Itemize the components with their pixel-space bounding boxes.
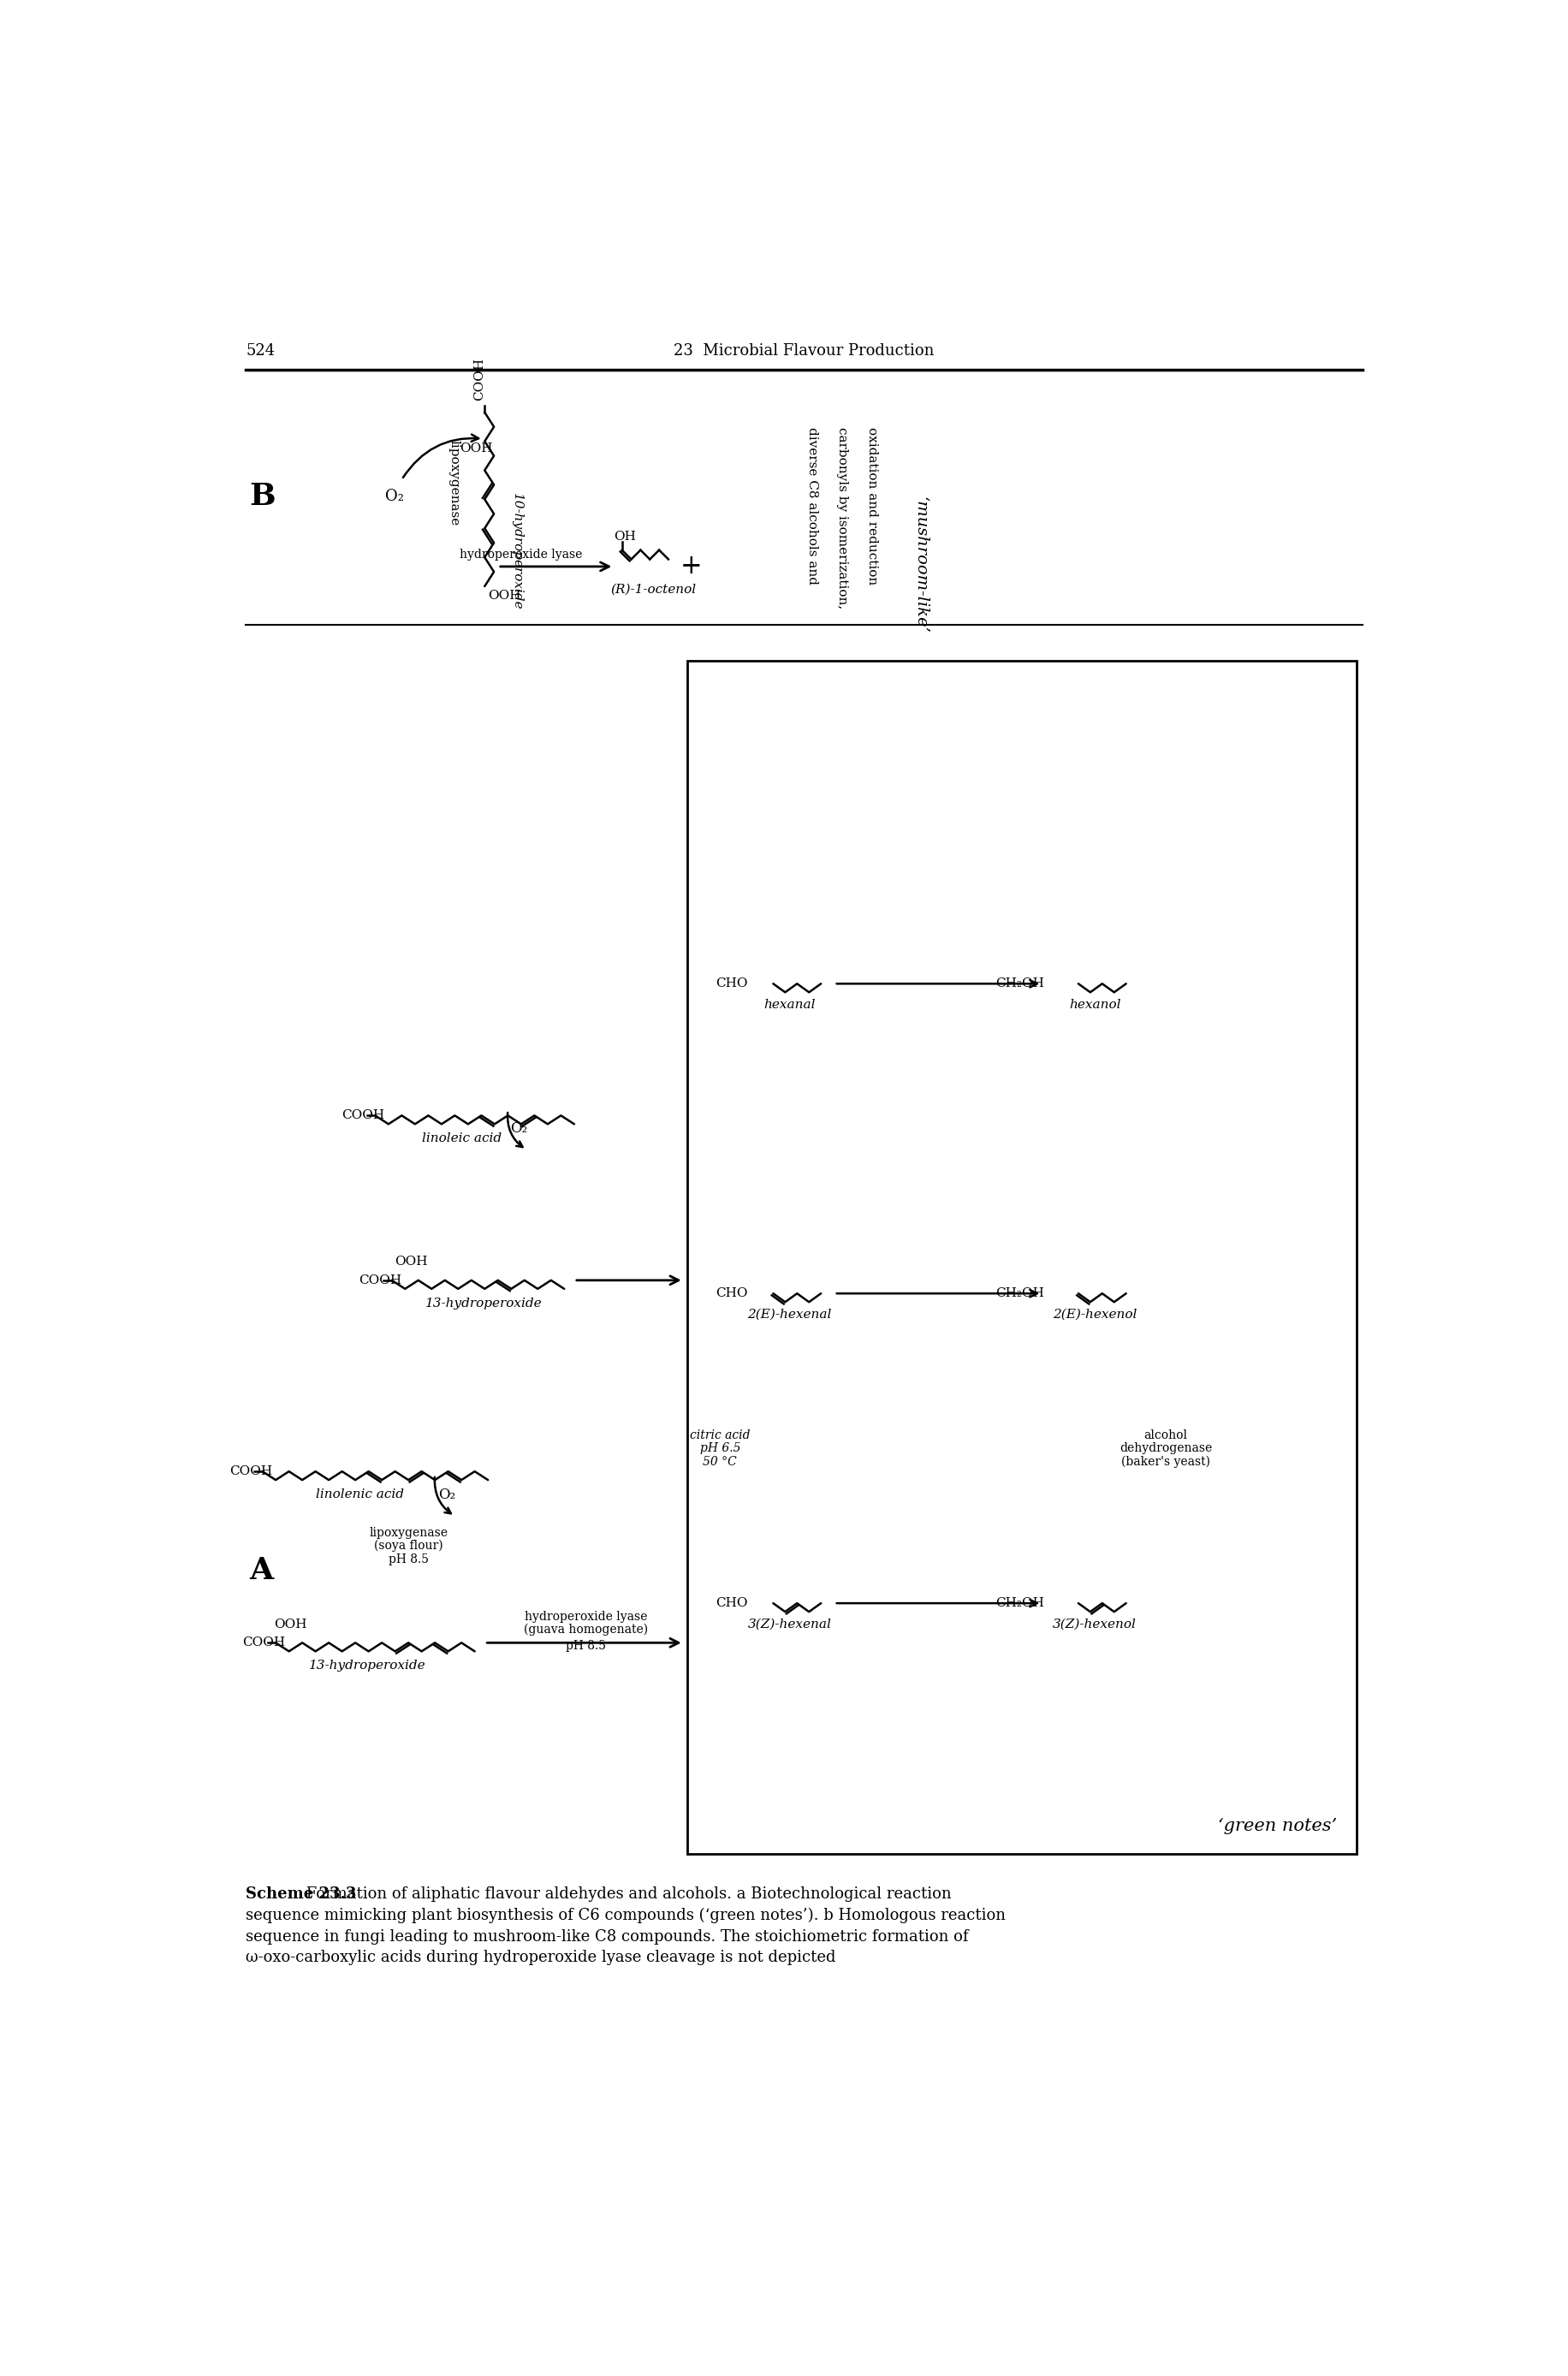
Text: ‘green notes’: ‘green notes’: [1217, 1818, 1336, 1834]
Text: CHO: CHO: [715, 1288, 748, 1300]
Text: O₂: O₂: [510, 1121, 527, 1136]
Text: hydroperoxide lyase: hydroperoxide lyase: [459, 549, 582, 561]
Text: (R)-1-octenol: (R)-1-octenol: [610, 584, 696, 596]
Text: CHO: CHO: [715, 977, 748, 991]
Text: lipoxygenase: lipoxygenase: [448, 440, 459, 525]
Text: 13-hydroperoxide: 13-hydroperoxide: [425, 1297, 541, 1309]
Text: CH₂OH: CH₂OH: [994, 1288, 1043, 1300]
Text: alcohol: alcohol: [1143, 1430, 1187, 1442]
Text: ‘mushroom-like’: ‘mushroom-like’: [913, 497, 927, 632]
Text: 524: 524: [246, 342, 274, 359]
Text: (soya flour): (soya flour): [373, 1540, 442, 1552]
Text: OH: OH: [613, 530, 635, 542]
Text: 50 °C: 50 °C: [702, 1456, 737, 1468]
Bar: [687, 661, 1356, 1853]
Text: 13-hydroperoxide: 13-hydroperoxide: [309, 1661, 425, 1673]
Text: linolenic acid: linolenic acid: [315, 1487, 403, 1502]
Text: 23  Microbial Flavour Production: 23 Microbial Flavour Production: [673, 342, 933, 359]
Text: (baker's yeast): (baker's yeast): [1121, 1456, 1210, 1468]
Text: B: B: [249, 482, 276, 511]
Text: sequence mimicking plant biosynthesis of C6 compounds (‘green notes’). b Homolog: sequence mimicking plant biosynthesis of…: [246, 1908, 1005, 1922]
Text: pH 6.5: pH 6.5: [699, 1442, 740, 1454]
Text: linoleic acid: linoleic acid: [422, 1133, 502, 1145]
Text: OOH: OOH: [488, 589, 521, 601]
Text: hexanol: hexanol: [1068, 998, 1120, 1010]
Text: 2(E)-hexenal: 2(E)-hexenal: [748, 1309, 831, 1321]
Text: 3(Z)-hexenal: 3(Z)-hexenal: [748, 1618, 831, 1630]
Text: carbonyls by isomerization,: carbonyls by isomerization,: [836, 428, 848, 608]
Text: oxidation and reduction: oxidation and reduction: [866, 428, 878, 584]
Text: OOH: OOH: [395, 1257, 428, 1269]
Text: 2(E)-hexenol: 2(E)-hexenol: [1052, 1309, 1137, 1321]
Text: 10-hydroperoxide: 10-hydroperoxide: [511, 492, 522, 611]
Text: hexanal: hexanal: [764, 998, 815, 1010]
Text: citric acid: citric acid: [690, 1430, 750, 1442]
Text: lipoxygenase: lipoxygenase: [368, 1528, 447, 1540]
Text: (guava homogenate): (guava homogenate): [524, 1623, 648, 1635]
Text: 3(Z)-hexenol: 3(Z)-hexenol: [1052, 1618, 1137, 1630]
Text: COOH: COOH: [243, 1637, 285, 1649]
Text: OOH: OOH: [459, 442, 492, 454]
Text: Formation of aliphatic flavour aldehydes and alcohols. a Biotechnological reacti: Formation of aliphatic flavour aldehydes…: [301, 1887, 950, 1903]
Text: COOH: COOH: [229, 1466, 271, 1478]
Text: diverse C8 alcohols and: diverse C8 alcohols and: [806, 428, 818, 584]
Text: CH₂OH: CH₂OH: [994, 977, 1043, 991]
Text: CHO: CHO: [715, 1597, 748, 1609]
Text: dehydrogenase: dehydrogenase: [1120, 1442, 1212, 1454]
Text: pH 8.5: pH 8.5: [566, 1639, 605, 1651]
Text: hydroperoxide lyase: hydroperoxide lyase: [524, 1611, 648, 1623]
Text: ω-oxo-carboxylic acids during hydroperoxide lyase cleavage is not depicted: ω-oxo-carboxylic acids during hydroperox…: [246, 1951, 836, 1965]
Text: COOH: COOH: [342, 1110, 384, 1121]
Text: COOH: COOH: [359, 1274, 401, 1285]
Text: Scheme 23.3: Scheme 23.3: [246, 1887, 356, 1903]
Text: A: A: [249, 1556, 273, 1585]
Text: COOH: COOH: [474, 356, 485, 402]
Text: CH₂OH: CH₂OH: [994, 1597, 1043, 1609]
Text: O₂: O₂: [437, 1487, 455, 1502]
Text: OOH: OOH: [274, 1618, 307, 1630]
Text: +: +: [681, 554, 702, 580]
Text: sequence in fungi leading to mushroom-like C8 compounds. The stoichiometric form: sequence in fungi leading to mushroom-li…: [246, 1929, 967, 1944]
Text: pH 8.5: pH 8.5: [387, 1554, 428, 1566]
Text: O₂: O₂: [384, 489, 405, 504]
